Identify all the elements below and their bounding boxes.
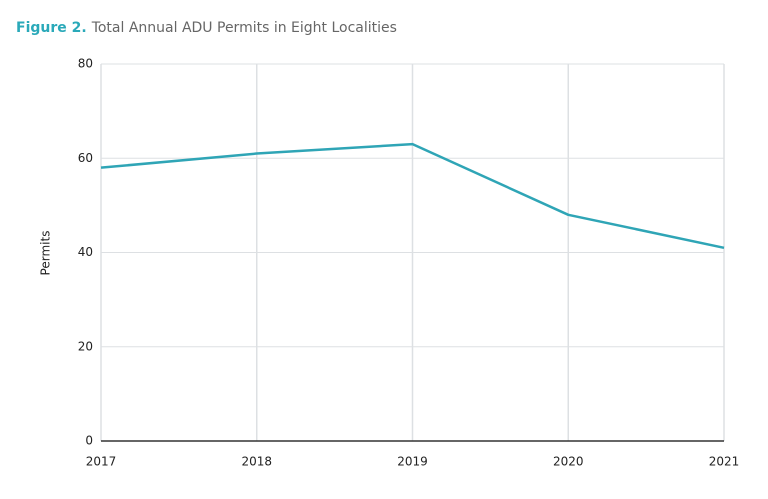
y-tick-label: 80 bbox=[78, 57, 93, 71]
title-text: Total Annual ADU Permits in Eight Locali… bbox=[91, 20, 397, 36]
y-axis-label: Permits bbox=[39, 231, 53, 276]
x-tick-label: 2021 bbox=[709, 455, 740, 469]
x-tick-label: 2020 bbox=[553, 455, 584, 469]
data-line bbox=[100, 142, 725, 250]
y-tick-label: 60 bbox=[78, 151, 93, 165]
x-tick-label: 2019 bbox=[397, 455, 428, 469]
x-tick-label: 2017 bbox=[86, 455, 117, 469]
chart-title: Figure 2. Total Annual ADU Permits in Eig… bbox=[16, 20, 397, 36]
y-tick-label: 0 bbox=[85, 434, 93, 448]
x-tick-label: 2018 bbox=[241, 455, 272, 469]
figure-label: Figure 2. bbox=[16, 20, 87, 36]
y-tick-label: 20 bbox=[78, 339, 93, 353]
y-tick-label: 40 bbox=[78, 245, 93, 259]
